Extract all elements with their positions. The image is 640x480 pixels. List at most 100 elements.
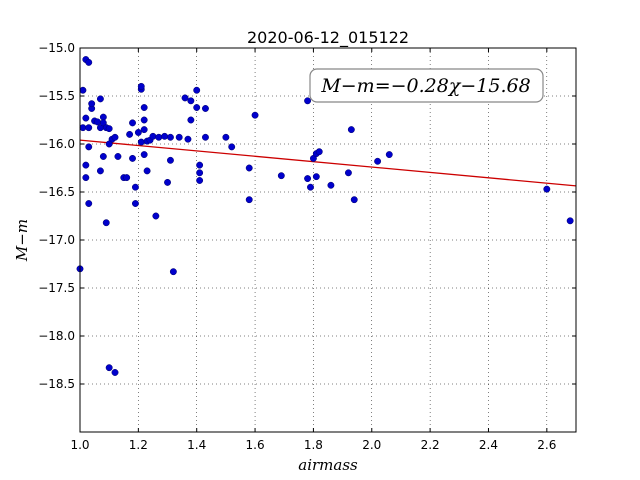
data-point [196,169,204,177]
data-point [307,183,314,191]
data-point [126,130,134,138]
data-point [140,104,148,111]
data-point [131,183,139,191]
data-point [85,143,93,151]
data-point [155,133,163,141]
data-point [105,364,113,372]
x-tick-label: 2.0 [362,438,381,452]
data-point [94,118,101,126]
data-point [245,164,253,172]
data-point [102,219,110,227]
data-point [111,133,119,141]
data-point [129,119,136,127]
data-point [350,196,358,204]
fit-line [79,139,577,187]
data-point [123,174,131,182]
data-point [202,105,209,112]
data-points [76,56,574,376]
data-point [228,143,236,151]
y-tick-label: −18.0 [38,329,75,343]
data-point [166,156,174,164]
data-point [196,177,204,184]
data-point [187,97,195,105]
y-tick-label: −15.5 [38,89,75,103]
x-tick-label: 2.4 [479,438,498,452]
data-point [131,200,139,207]
x-tick-label: 1.2 [129,438,148,452]
data-point [88,100,96,108]
data-point [99,153,107,160]
y-tick-label: −15.0 [38,41,75,55]
data-point [222,133,230,141]
x-tick-label: 1.6 [246,438,265,452]
data-point [85,200,93,207]
data-point [312,173,320,181]
data-point [344,169,352,177]
data-point [543,185,551,193]
data-point [82,114,90,122]
data-point [327,181,335,189]
x-tick-label: 1.4 [187,438,206,452]
data-point [161,132,169,140]
data-point [304,175,312,183]
y-axis-label: M−m [13,219,31,262]
data-point [79,86,87,94]
y-tick-label: −16.5 [38,185,75,199]
data-point [96,95,104,103]
data-point [166,133,174,141]
y-tick-label: −17.5 [38,281,75,295]
data-point [140,116,148,124]
data-point [566,217,574,225]
data-point [85,124,93,132]
y-tick-label: −17.0 [38,233,75,247]
data-point [111,369,119,376]
axis-ticks [79,47,576,432]
data-point [140,151,148,159]
data-point [96,167,104,175]
data-point [374,157,382,165]
data-point [143,167,151,175]
data-point [140,126,148,134]
data-point [105,125,113,133]
x-axis-label: airmass [298,456,358,474]
data-point [152,212,160,220]
data-point [114,153,122,160]
data-point [149,132,157,140]
annotation-text: M−m=−0.28χ−15.68 [320,75,530,97]
x-tick-label: 2.2 [421,438,440,452]
data-point [347,126,355,134]
data-point [187,116,195,124]
data-point [251,111,259,119]
data-point [385,151,393,159]
data-point [82,174,90,182]
data-point [99,113,107,121]
y-tick-labels: −15.0 −15.5 −16.0 −16.5 −17.0 −17.5 −18.0 −18.5 [38,41,75,391]
data-point [85,58,93,66]
data-point [193,104,201,111]
x-tick-label: 1.0 [70,438,89,452]
data-point [193,86,201,94]
data-point [169,268,177,276]
chart-title: 2020-06-12_015122 [247,28,409,48]
data-point [79,124,87,132]
data-point [184,135,192,143]
data-point [134,129,142,136]
data-point [277,172,285,180]
data-point [164,178,171,186]
data-point [202,133,209,141]
data-point [175,133,183,141]
x-tick-labels: 1.0 1.2 1.4 1.6 1.8 2.0 2.2 2.4 2.6 [70,438,556,452]
data-point [181,94,189,102]
data-point [105,140,113,148]
data-point [137,138,145,146]
data-point [129,154,136,162]
data-point [82,161,90,169]
data-point [315,148,323,156]
y-tick-label: −16.0 [38,137,75,151]
x-tick-label: 2.6 [537,438,556,452]
fit-line-group [79,139,577,187]
data-point [196,161,204,169]
y-tick-label: −18.5 [38,377,75,391]
data-point [137,82,145,90]
